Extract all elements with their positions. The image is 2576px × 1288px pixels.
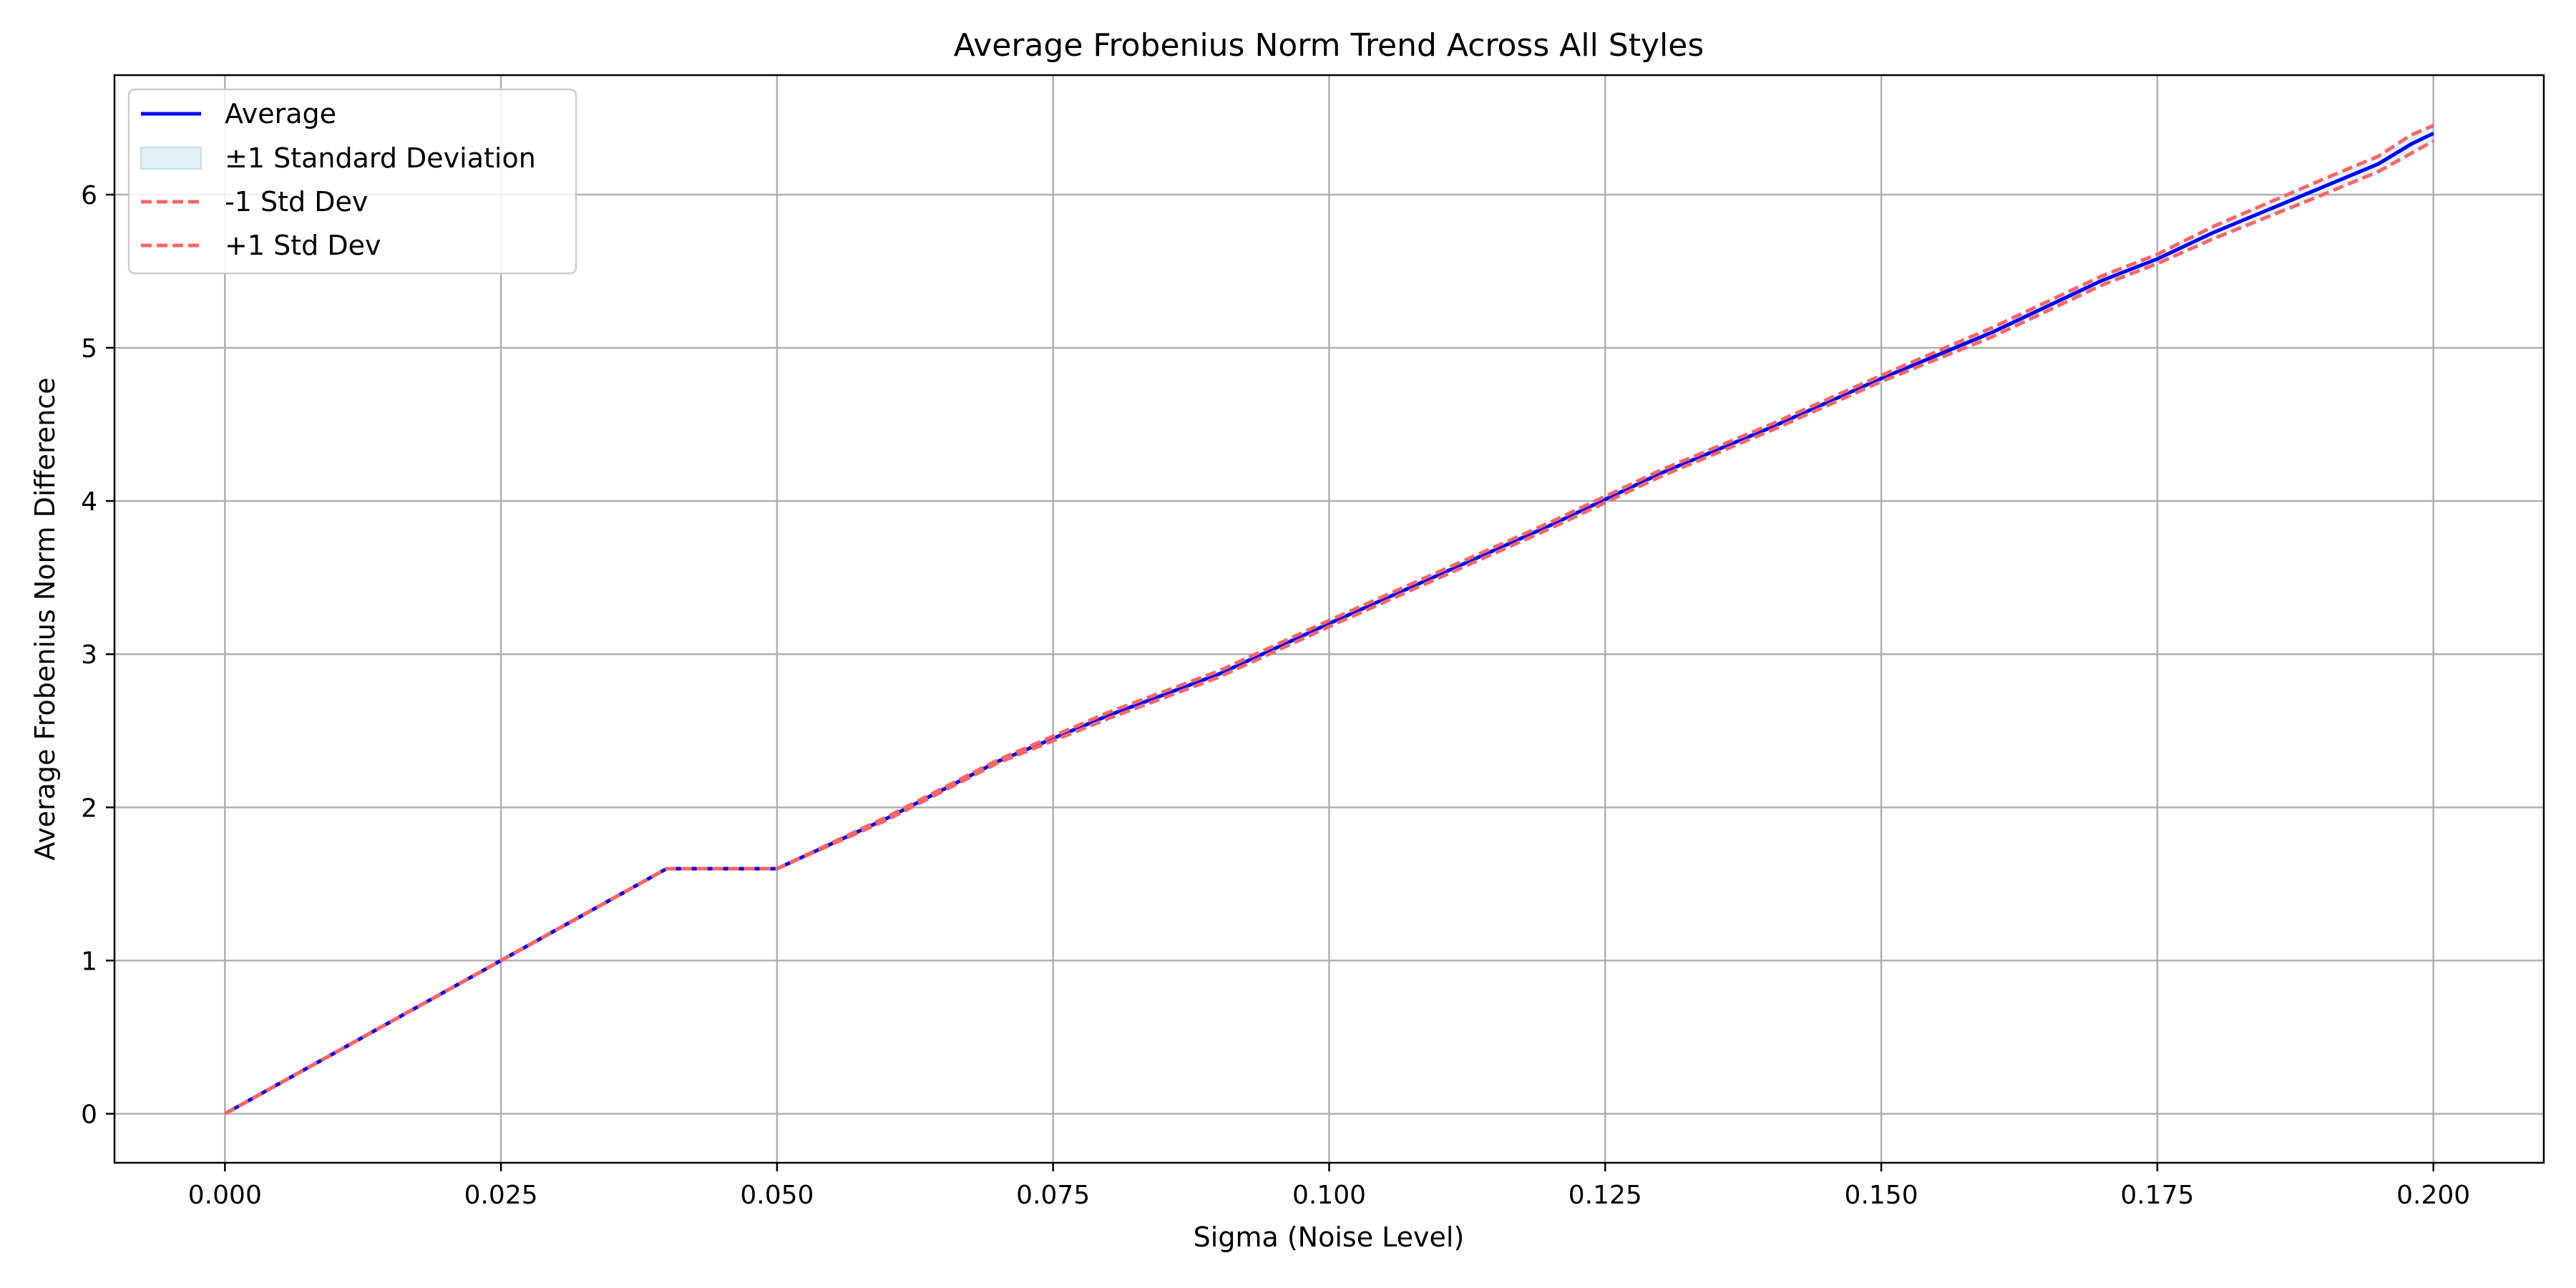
legend-std-band-swatch (140, 147, 202, 170)
y-axis-ticks: 0 1 2 3 4 5 6 (81, 181, 114, 1129)
y-tick-label: 1 (81, 947, 97, 976)
y-tick-label: 4 (81, 487, 97, 517)
y-tick-label: 0 (81, 1100, 97, 1129)
y-axis-label: Average Frobenius Norm Difference (29, 378, 61, 861)
legend-minus-std-label: -1 Std Dev (225, 186, 368, 218)
x-tick-label: 0.125 (1568, 1181, 1642, 1210)
x-tick-label: 0.150 (1845, 1181, 1918, 1210)
y-tick-label: 2 (81, 794, 97, 823)
x-tick-label: 0.050 (740, 1181, 814, 1210)
x-tick-label: 0.000 (188, 1181, 262, 1210)
x-tick-label: 0.175 (2120, 1181, 2194, 1210)
series-layer (224, 124, 2434, 1116)
x-tick-label: 0.075 (1016, 1181, 1090, 1210)
legend-std-band-label: ±1 Standard Deviation (225, 142, 536, 174)
legend-average-label: Average (225, 98, 336, 130)
legend-box (127, 88, 577, 275)
x-tick-label: 0.025 (464, 1181, 538, 1210)
plus-std-series-line (224, 124, 2434, 1116)
x-axis-label: Sigma (Noise Level) (1194, 1221, 1465, 1253)
legend: Average ±1 Standard Deviation -1 Std Dev… (127, 88, 577, 275)
grid (114, 75, 2544, 1163)
chart-title: Average Frobenius Norm Trend Across All … (954, 27, 1704, 64)
y-tick-label: 5 (81, 334, 97, 364)
y-tick-label: 6 (81, 181, 97, 210)
legend-plus-std-label: +1 Std Dev (225, 230, 381, 261)
x-axis-ticks: 0.000 0.025 0.050 0.075 0.100 0.125 0.150 0.175… (188, 1163, 2470, 1210)
y-tick-label: 3 (81, 640, 97, 670)
x-tick-label: 0.200 (2396, 1181, 2470, 1210)
x-tick-label: 0.100 (1292, 1181, 1366, 1210)
average-series-line (224, 132, 2434, 1116)
